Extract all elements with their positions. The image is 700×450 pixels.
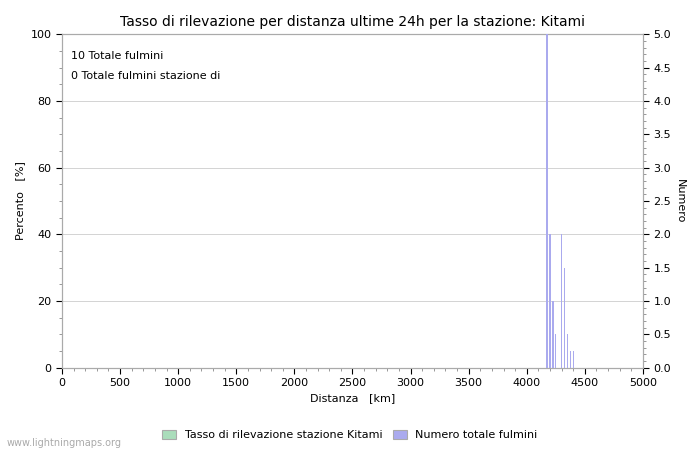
Y-axis label: Numero: Numero	[675, 179, 685, 223]
X-axis label: Distanza   [km]: Distanza [km]	[310, 393, 395, 404]
Text: www.lightningmaps.org: www.lightningmaps.org	[7, 438, 122, 448]
Bar	[547, 34, 548, 368]
Bar	[567, 334, 568, 368]
Legend: Tasso di rilevazione stazione Kitami, Numero totale fulmini: Tasso di rilevazione stazione Kitami, Nu…	[158, 425, 542, 445]
Bar	[555, 334, 556, 368]
Y-axis label: Percento   [%]: Percento [%]	[15, 162, 25, 240]
Bar	[564, 268, 565, 368]
Bar	[552, 301, 554, 368]
Bar	[573, 351, 574, 368]
Text: 10 Totale fulmini: 10 Totale fulmini	[71, 51, 163, 61]
Bar	[570, 351, 571, 368]
Title: Tasso di rilevazione per distanza ultime 24h per la stazione: Kitami: Tasso di rilevazione per distanza ultime…	[120, 15, 585, 29]
Bar	[550, 234, 551, 368]
Bar	[561, 234, 562, 368]
Text: 0 Totale fulmini stazione di: 0 Totale fulmini stazione di	[71, 71, 220, 81]
